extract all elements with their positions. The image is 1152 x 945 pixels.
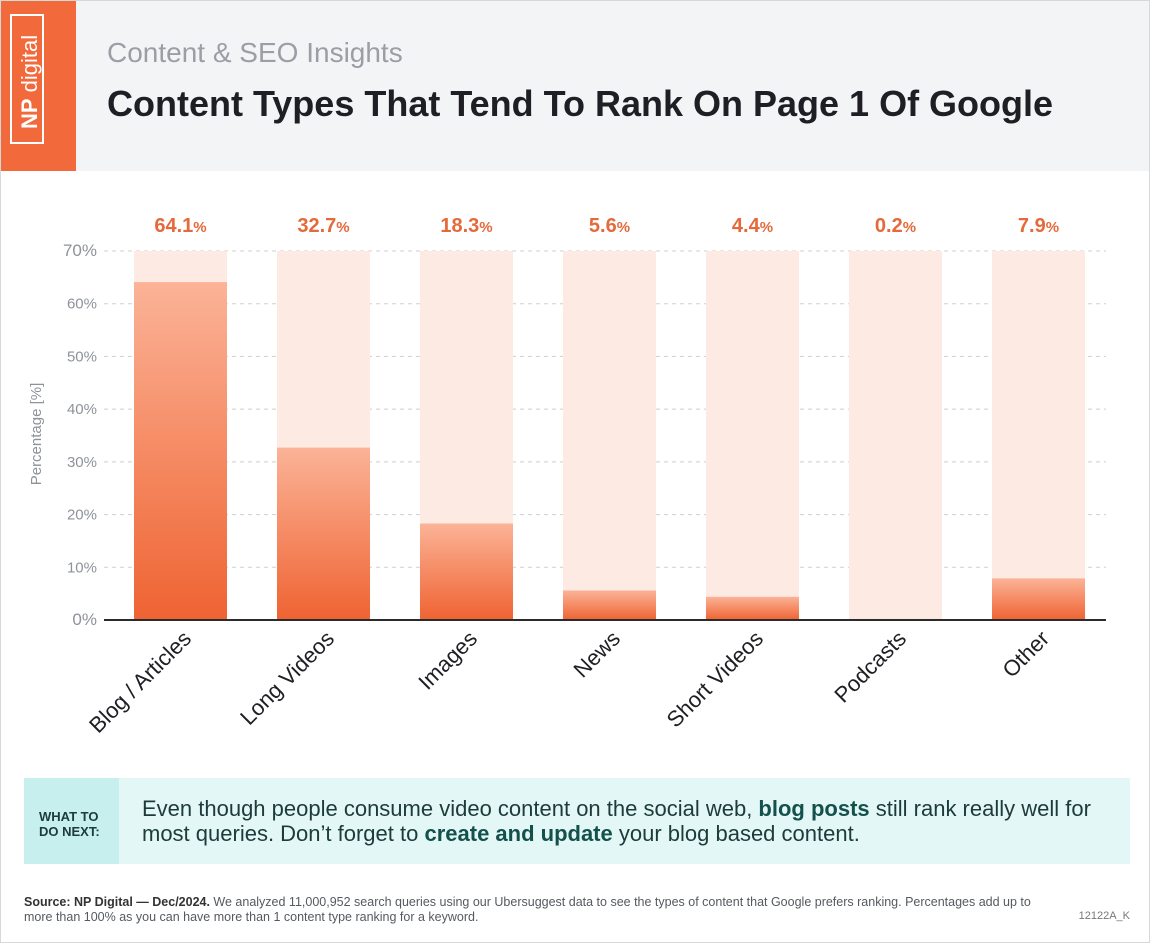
np-digital-logo: NP digital <box>1 1 76 171</box>
bar <box>277 447 370 620</box>
category-label: Short Videos <box>662 626 768 732</box>
callout-text-3: your blog based content. <box>612 821 860 846</box>
bar-track <box>849 251 942 620</box>
bar <box>992 578 1085 620</box>
callout-bold-1: blog posts <box>758 796 870 821</box>
callout-bold-2: create and update <box>424 821 613 846</box>
y-axis-label: Percentage [%] <box>28 383 45 486</box>
y-tick-label: 10% <box>67 559 97 576</box>
bar-track <box>706 251 799 620</box>
value-label: 7.9% <box>1018 215 1059 237</box>
value-label: 18.3% <box>440 215 492 237</box>
page-title: Content Types That Tend To Rank On Page … <box>107 83 1054 124</box>
category-label: News <box>568 626 625 683</box>
y-tick-label: 70% <box>63 241 97 260</box>
bar <box>563 590 656 620</box>
callout-text-1: Even though people consume video content… <box>142 796 759 821</box>
bar-track <box>563 251 656 620</box>
page-subtitle: Content & SEO Insights <box>107 37 403 68</box>
header: NP digital Content & SEO Insights Conten… <box>1 1 1149 171</box>
callout-label-box: WHAT TO DO NEXT: <box>24 778 119 864</box>
bar-track <box>992 251 1085 620</box>
callout-label: WHAT TO DO NEXT: <box>39 809 100 839</box>
y-tick-label: 40% <box>67 401 97 418</box>
value-label: 5.6% <box>589 215 630 237</box>
source-label: Source: NP Digital — Dec/2024. <box>24 895 210 909</box>
category-label: Other <box>997 626 1054 683</box>
bar <box>420 523 513 620</box>
logo-text: NP digital <box>17 35 43 129</box>
what-to-do-next-callout: WHAT TO DO NEXT: Even though people cons… <box>24 778 1130 864</box>
callout-text-2: still rank really well for most queries.… <box>142 796 1091 846</box>
value-label: 64.1% <box>154 215 206 237</box>
source-text: We analyzed 11,000,952 search queries us… <box>24 895 1031 924</box>
bar-chart: 0% 10% 20% 30% 40% 50% 60% 70% 64.1% Blog / Arti… <box>28 215 1106 738</box>
y-tick-label: 20% <box>67 507 97 524</box>
category-label: Blog / Articles <box>84 626 196 738</box>
y-tick-label: 50% <box>67 348 97 365</box>
y-tick-label: 30% <box>67 454 97 471</box>
category-label: Images <box>413 626 482 695</box>
value-label: 32.7% <box>297 215 349 237</box>
value-label: 4.4% <box>732 215 773 237</box>
value-label: 0.2% <box>875 215 916 237</box>
logo-np: NP <box>17 98 42 129</box>
callout-text: Even though people consume video content… <box>142 796 1122 846</box>
category-label: Podcasts <box>829 626 911 708</box>
logo-digital: digital <box>17 34 42 93</box>
category-label: Long Videos <box>235 626 339 730</box>
logo-border <box>10 14 44 144</box>
y-tick-label: 0% <box>72 610 97 629</box>
y-tick-label: 60% <box>67 296 97 313</box>
bar <box>706 596 799 620</box>
reference-code: 12122A_K <box>1078 910 1130 922</box>
source-note: Source: NP Digital — Dec/2024. We analyz… <box>24 895 1054 925</box>
bar <box>134 282 227 620</box>
